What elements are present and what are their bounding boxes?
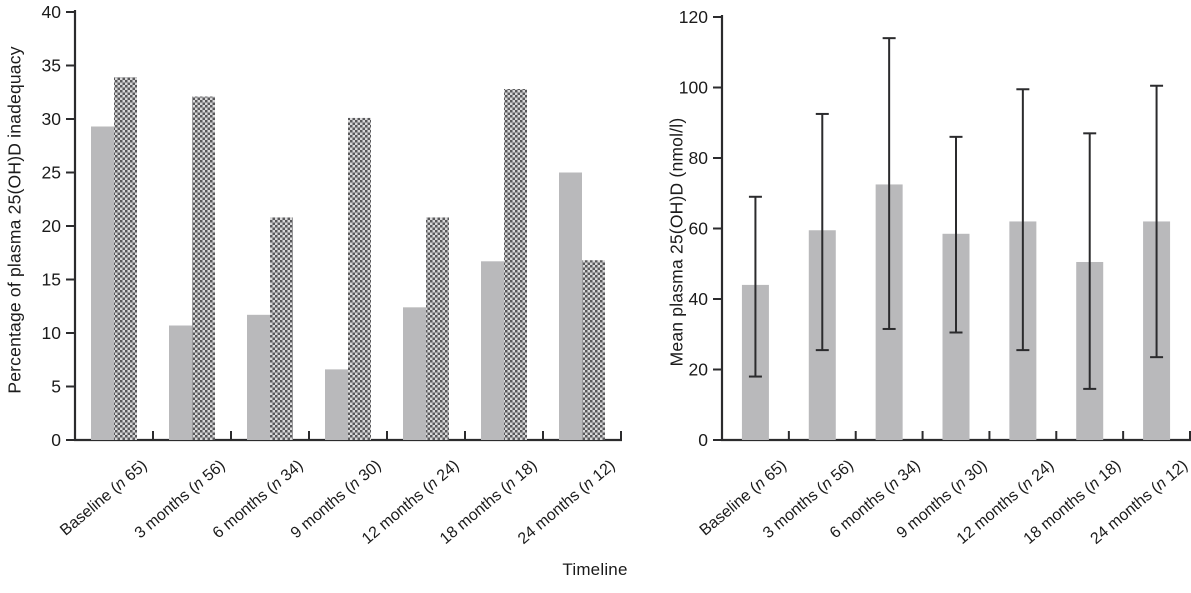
bar-solid (169, 325, 192, 440)
y-tick-label: 20 (689, 360, 709, 380)
bar-patterned (582, 260, 605, 440)
y-tick-label: 25 (42, 163, 61, 183)
bar-patterned (348, 117, 371, 441)
bar-patterned (192, 96, 215, 440)
bar-solid (325, 369, 348, 440)
y-tick-label: 60 (689, 219, 709, 239)
y-tick-label: 0 (698, 430, 708, 450)
y-tick-label: 15 (42, 270, 61, 290)
y-tick-label: 40 (689, 289, 709, 309)
y-tick-label: 40 (42, 2, 62, 22)
bar-solid (481, 261, 504, 440)
y-tick-label: 30 (42, 109, 62, 129)
y-tick-label: 100 (679, 78, 708, 98)
x-axis-title: Timeline (562, 560, 628, 579)
bar-patterned (270, 217, 293, 440)
bar-solid (559, 172, 582, 440)
y-tick-label: 80 (689, 148, 709, 168)
y-tick-label: 35 (42, 56, 61, 76)
bar-patterned (504, 89, 527, 440)
y-tick-label: 10 (42, 323, 62, 343)
bar-patterned (426, 217, 449, 440)
y-tick-label: 120 (679, 7, 708, 27)
bar-patterned (114, 77, 137, 441)
y-tick-label: 0 (51, 430, 61, 450)
y-tick-label: 5 (51, 377, 61, 397)
bar-solid (247, 314, 270, 440)
y-tick-label: 20 (42, 216, 62, 236)
bar-solid (91, 126, 114, 441)
bar-solid (403, 307, 426, 440)
